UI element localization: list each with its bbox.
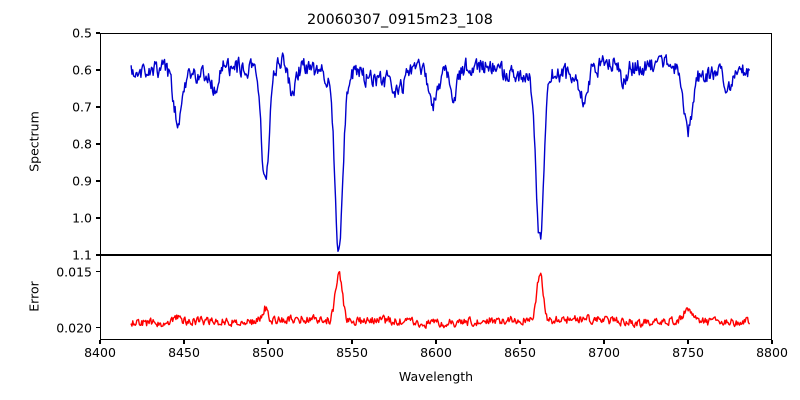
spectrum-ytick-label: 0.7 bbox=[72, 99, 92, 115]
error-ytick-mark bbox=[96, 327, 100, 329]
x-tick-mark bbox=[519, 340, 521, 344]
error-axis-label: Error bbox=[26, 281, 42, 312]
spectrum-ytick-mark bbox=[96, 254, 100, 256]
x-tick-mark bbox=[771, 340, 773, 344]
spectrum-ytick-label: 0.9 bbox=[72, 173, 92, 189]
x-tick-label: 8650 bbox=[504, 345, 536, 360]
error-line-series bbox=[101, 256, 771, 339]
x-tick-mark bbox=[603, 340, 605, 344]
spectrum-line-series bbox=[101, 34, 771, 254]
spectrum-ytick-label: 1.0 bbox=[72, 210, 92, 226]
x-axis-label: Wavelength bbox=[398, 369, 474, 384]
spectrum-ytick-mark bbox=[96, 32, 100, 34]
spectrum-ytick-label: 0.5 bbox=[72, 25, 92, 41]
spectrum-ytick-label: 1.1 bbox=[72, 247, 92, 263]
spectrum-ytick-mark bbox=[96, 180, 100, 182]
error-plot-panel bbox=[100, 255, 772, 340]
x-tick-mark bbox=[267, 340, 269, 344]
x-tick-label: 8400 bbox=[84, 345, 116, 360]
spectrum-ytick-mark bbox=[96, 69, 100, 71]
spectrum-ytick-mark bbox=[96, 106, 100, 108]
x-tick-label: 8500 bbox=[252, 345, 284, 360]
x-tick-mark bbox=[183, 340, 185, 344]
x-tick-label: 8550 bbox=[336, 345, 368, 360]
error-ytick-label: 0.020 bbox=[56, 320, 92, 336]
error-ytick-label: 0.015 bbox=[56, 264, 92, 280]
x-tick-mark bbox=[99, 340, 101, 344]
x-tick-label: 8800 bbox=[756, 345, 788, 360]
x-tick-label: 8750 bbox=[672, 345, 704, 360]
spectrum-plot-panel bbox=[100, 33, 772, 255]
spectrum-ytick-label: 0.6 bbox=[72, 62, 92, 78]
page-title: 20060307_0915m23_108 bbox=[306, 12, 494, 28]
x-tick-label: 8700 bbox=[588, 345, 620, 360]
x-tick-label: 8450 bbox=[168, 345, 200, 360]
spectrum-axis-label: Spectrum bbox=[26, 111, 42, 172]
x-tick-mark bbox=[435, 340, 437, 344]
error-ytick-mark bbox=[96, 271, 100, 273]
spectrum-ytick-mark bbox=[96, 217, 100, 219]
x-tick-mark bbox=[351, 340, 353, 344]
spectrum-ytick-mark bbox=[96, 143, 100, 145]
x-tick-mark bbox=[687, 340, 689, 344]
x-tick-label: 8600 bbox=[420, 345, 452, 360]
spectrum-ytick-label: 0.8 bbox=[72, 136, 92, 152]
